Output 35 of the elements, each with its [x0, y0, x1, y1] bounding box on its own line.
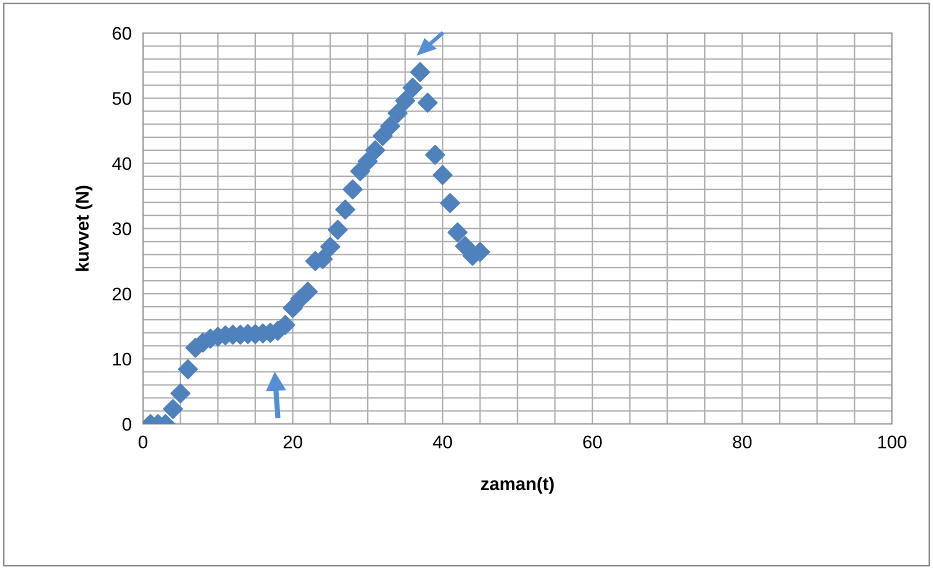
y-tick-label: 60 — [112, 26, 132, 40]
x-tick-label: 20 — [284, 436, 302, 448]
point — [432, 165, 453, 186]
point — [170, 383, 190, 404]
point — [328, 220, 348, 240]
x-axis-title: zaman(t) — [481, 476, 554, 494]
x-tick-label: 40 — [432, 436, 452, 448]
point — [388, 103, 408, 124]
y-tick-label: 40 — [112, 157, 132, 170]
y-tick-label: 0 — [122, 418, 132, 431]
point — [410, 62, 430, 82]
point — [335, 200, 356, 220]
x-tick-label: 60 — [583, 436, 602, 448]
x-tick-label: 0 — [138, 436, 148, 448]
point — [448, 222, 468, 242]
point — [440, 193, 460, 214]
y-tick-label: 20 — [112, 288, 132, 300]
point — [162, 399, 183, 420]
point — [342, 179, 363, 200]
y-axis-title: kuvvet (N) — [76, 186, 92, 271]
point — [320, 236, 340, 257]
point — [298, 282, 318, 302]
x-tick-label: 100 — [878, 436, 906, 448]
point — [365, 140, 386, 160]
y-tick-label: 50 — [112, 92, 132, 105]
y-tick-label: 30 — [112, 222, 132, 236]
x-tick-label: 80 — [732, 436, 752, 448]
point — [425, 144, 446, 165]
point — [402, 78, 423, 98]
point — [178, 359, 198, 380]
point — [418, 92, 438, 113]
point — [380, 116, 400, 136]
y-tick-label: 10 — [113, 352, 132, 366]
point — [358, 151, 378, 172]
point — [395, 90, 416, 111]
